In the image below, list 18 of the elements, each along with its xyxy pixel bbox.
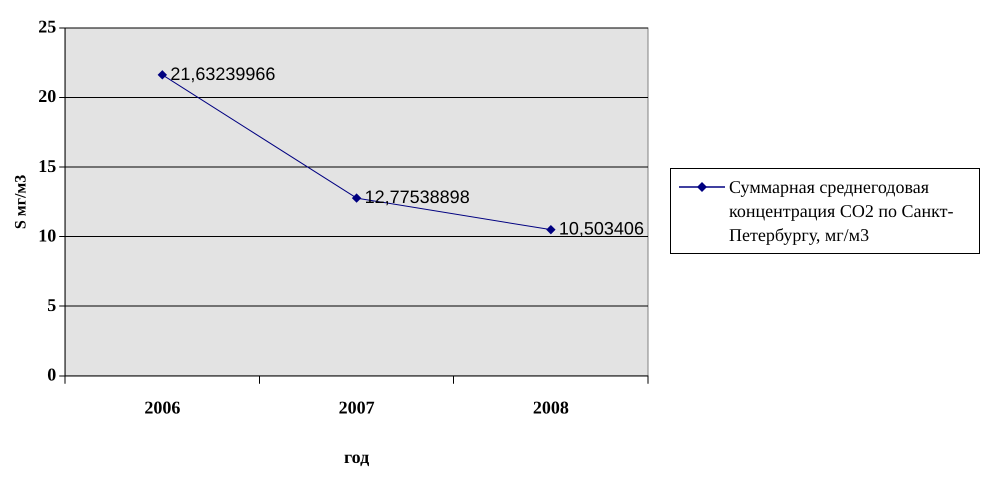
legend-label: Суммарная среднегодовая концентрация CO2 по Санкт-Петербургу, мг/м3 xyxy=(729,176,954,247)
point xyxy=(158,70,167,80)
y-tick-label: 15 xyxy=(38,156,56,176)
y-tick-label: 20 xyxy=(38,86,56,106)
x-tick-label: 2007 xyxy=(338,397,375,418)
data-label: 12,77538898 xyxy=(364,187,470,208)
data-label: 10,503406 xyxy=(558,218,644,239)
y-tick-label: 25 xyxy=(38,16,56,37)
y-tick-label: 5 xyxy=(47,294,56,315)
y-tick-label: 0 xyxy=(47,364,56,384)
y-axis-title: S мг/м3 xyxy=(12,174,30,230)
point xyxy=(352,194,362,203)
y-tick-label: 10 xyxy=(38,225,56,246)
x-tick-label: 2008 xyxy=(532,397,569,418)
x-tick-label: 2006 xyxy=(144,397,180,418)
x-axis-title: год xyxy=(344,446,370,467)
data-label: 21,63239966 xyxy=(170,64,276,84)
point xyxy=(546,225,556,234)
